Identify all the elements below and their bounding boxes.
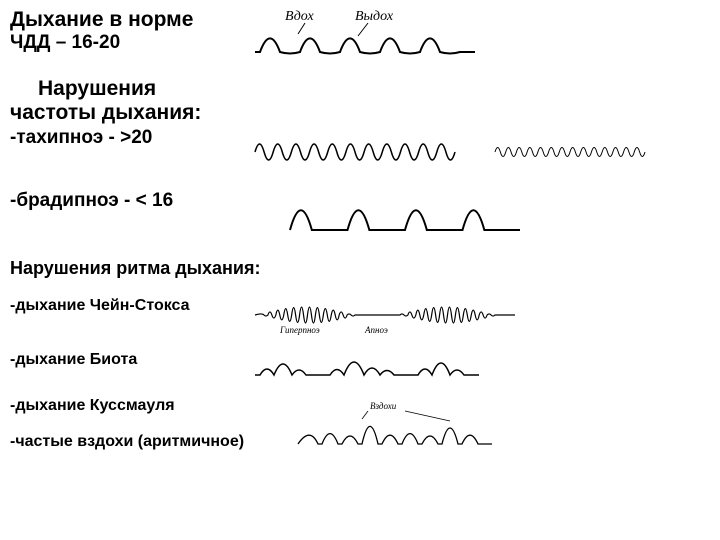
- row-normal: Дыхание в норме ЧДД – 16-20 Вдох Выдох: [10, 8, 710, 63]
- cheyne-label: -дыхание Чейн-Стокса: [10, 297, 240, 315]
- wave-tachy-1: [250, 127, 460, 172]
- tachy-text: -тахипноэ - >20: [10, 127, 240, 149]
- wave-sighs: Вздохи: [290, 399, 530, 454]
- freq-section: Нарушения частоты дыхания: -тахипноэ - >…: [10, 77, 710, 240]
- row-biot: -дыхание Биота: [10, 345, 710, 385]
- sighs-label: -частые вздохи (аритмичное): [10, 433, 280, 451]
- wave-biot: [250, 345, 510, 385]
- normal-title: Дыхание в норме: [10, 8, 240, 32]
- svg-text:Гиперпноэ: Гиперпноэ: [279, 325, 320, 335]
- kussmaul-text: -дыхание Куссмауля: [10, 391, 240, 421]
- biot-text: -дыхание Биота: [10, 345, 240, 375]
- svg-text:Вдох: Вдох: [285, 9, 315, 24]
- brady-text: -брадипноэ - < 16: [10, 190, 270, 212]
- svg-text:Выдох: Выдох: [355, 9, 394, 24]
- wave-brady: [280, 190, 540, 240]
- sighs-wave-area: Вздохи: [280, 399, 710, 454]
- rhythm-section: Нарушения ритма дыхания: -дыхание Чейн-С…: [10, 258, 710, 457]
- normal-wave-area: Вдох Выдох: [240, 8, 710, 63]
- freq-title-l1: Нарушения: [10, 77, 710, 101]
- normal-subtitle: ЧДД – 16-20: [10, 32, 240, 54]
- wave-cheyne: Гиперпноэ Апноэ: [250, 291, 530, 339]
- tachy-waves: [240, 127, 710, 172]
- cheyne-wave-area: Гиперпноэ Апноэ: [240, 291, 710, 339]
- tachy-label: -тахипноэ - >20: [10, 127, 240, 149]
- biot-wave-area: [240, 345, 710, 385]
- rhythm-title: Нарушения ритма дыхания:: [10, 258, 710, 279]
- row-brady: -брадипноэ - < 16: [10, 190, 710, 240]
- row-tachy: -тахипноэ - >20: [10, 127, 710, 172]
- brady-label: -брадипноэ - < 16: [10, 190, 270, 212]
- row-sighs: -частые вздохи (аритмичное) Вздохи: [10, 427, 710, 457]
- svg-text:Апноэ: Апноэ: [364, 325, 388, 335]
- wave-tachy-2: [490, 127, 650, 172]
- biot-label: -дыхание Биота: [10, 351, 240, 369]
- freq-title-l2: частоты дыхания:: [10, 101, 710, 125]
- row-cheyne: -дыхание Чейн-Стокса Гиперпноэ Апноэ: [10, 291, 710, 339]
- kussmaul-label: -дыхание Куссмауля: [10, 397, 240, 415]
- svg-text:Вздохи: Вздохи: [370, 401, 397, 411]
- brady-wave-area: [270, 190, 710, 240]
- normal-text: Дыхание в норме ЧДД – 16-20: [10, 8, 240, 54]
- cheyne-text: -дыхание Чейн-Стокса: [10, 291, 240, 321]
- wave-normal: Вдох Выдох: [250, 8, 490, 63]
- sighs-text: -частые вздохи (аритмичное): [10, 427, 280, 457]
